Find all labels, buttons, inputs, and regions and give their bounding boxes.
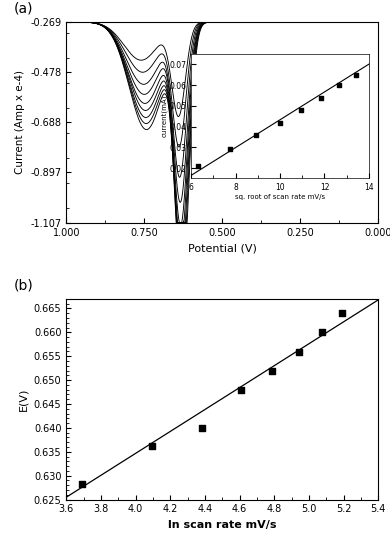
Y-axis label: E(V): E(V) [18,388,28,411]
Text: (b): (b) [13,279,33,293]
Point [319,328,325,337]
Point [339,309,346,318]
Y-axis label: Current (Amp x e-4): Current (Amp x e-4) [15,70,25,174]
Point [238,385,244,394]
Point [296,348,302,357]
Point [199,423,205,432]
X-axis label: ln scan rate mV/s: ln scan rate mV/s [168,520,277,530]
X-axis label: Potential (V): Potential (V) [188,243,257,253]
Point [269,366,275,375]
Point [79,479,85,488]
Text: (a): (a) [13,2,33,16]
Point [149,442,155,451]
